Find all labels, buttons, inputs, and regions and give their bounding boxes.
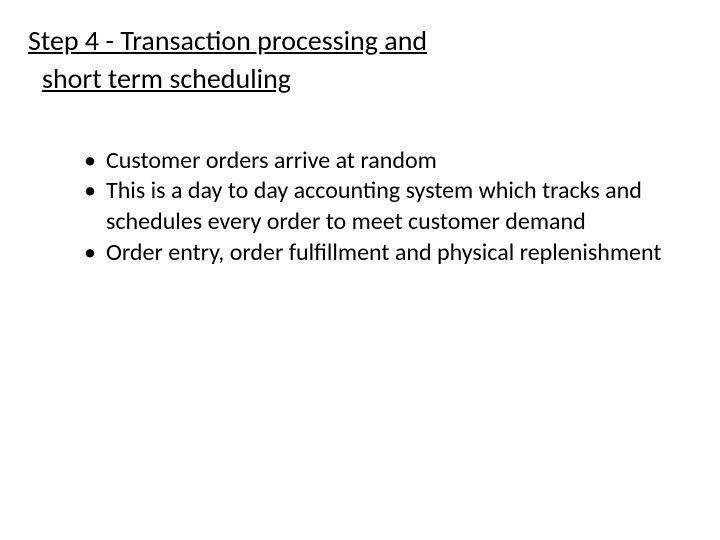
list-item: Customer orders arrive at random [84, 146, 720, 177]
title-line-1: Step 4 - Transaction processing and [28, 22, 720, 60]
slide-container: Step 4 - Transaction processing and shor… [0, 0, 720, 268]
title-line-2: short term scheduling [28, 60, 720, 98]
slide-title: Step 4 - Transaction processing and shor… [28, 22, 720, 98]
bullet-list: Customer orders arrive at random This is… [28, 146, 720, 269]
list-item: Order entry, order fulfillment and physi… [84, 238, 720, 269]
list-item: This is a day to day accounting system w… [84, 176, 720, 237]
